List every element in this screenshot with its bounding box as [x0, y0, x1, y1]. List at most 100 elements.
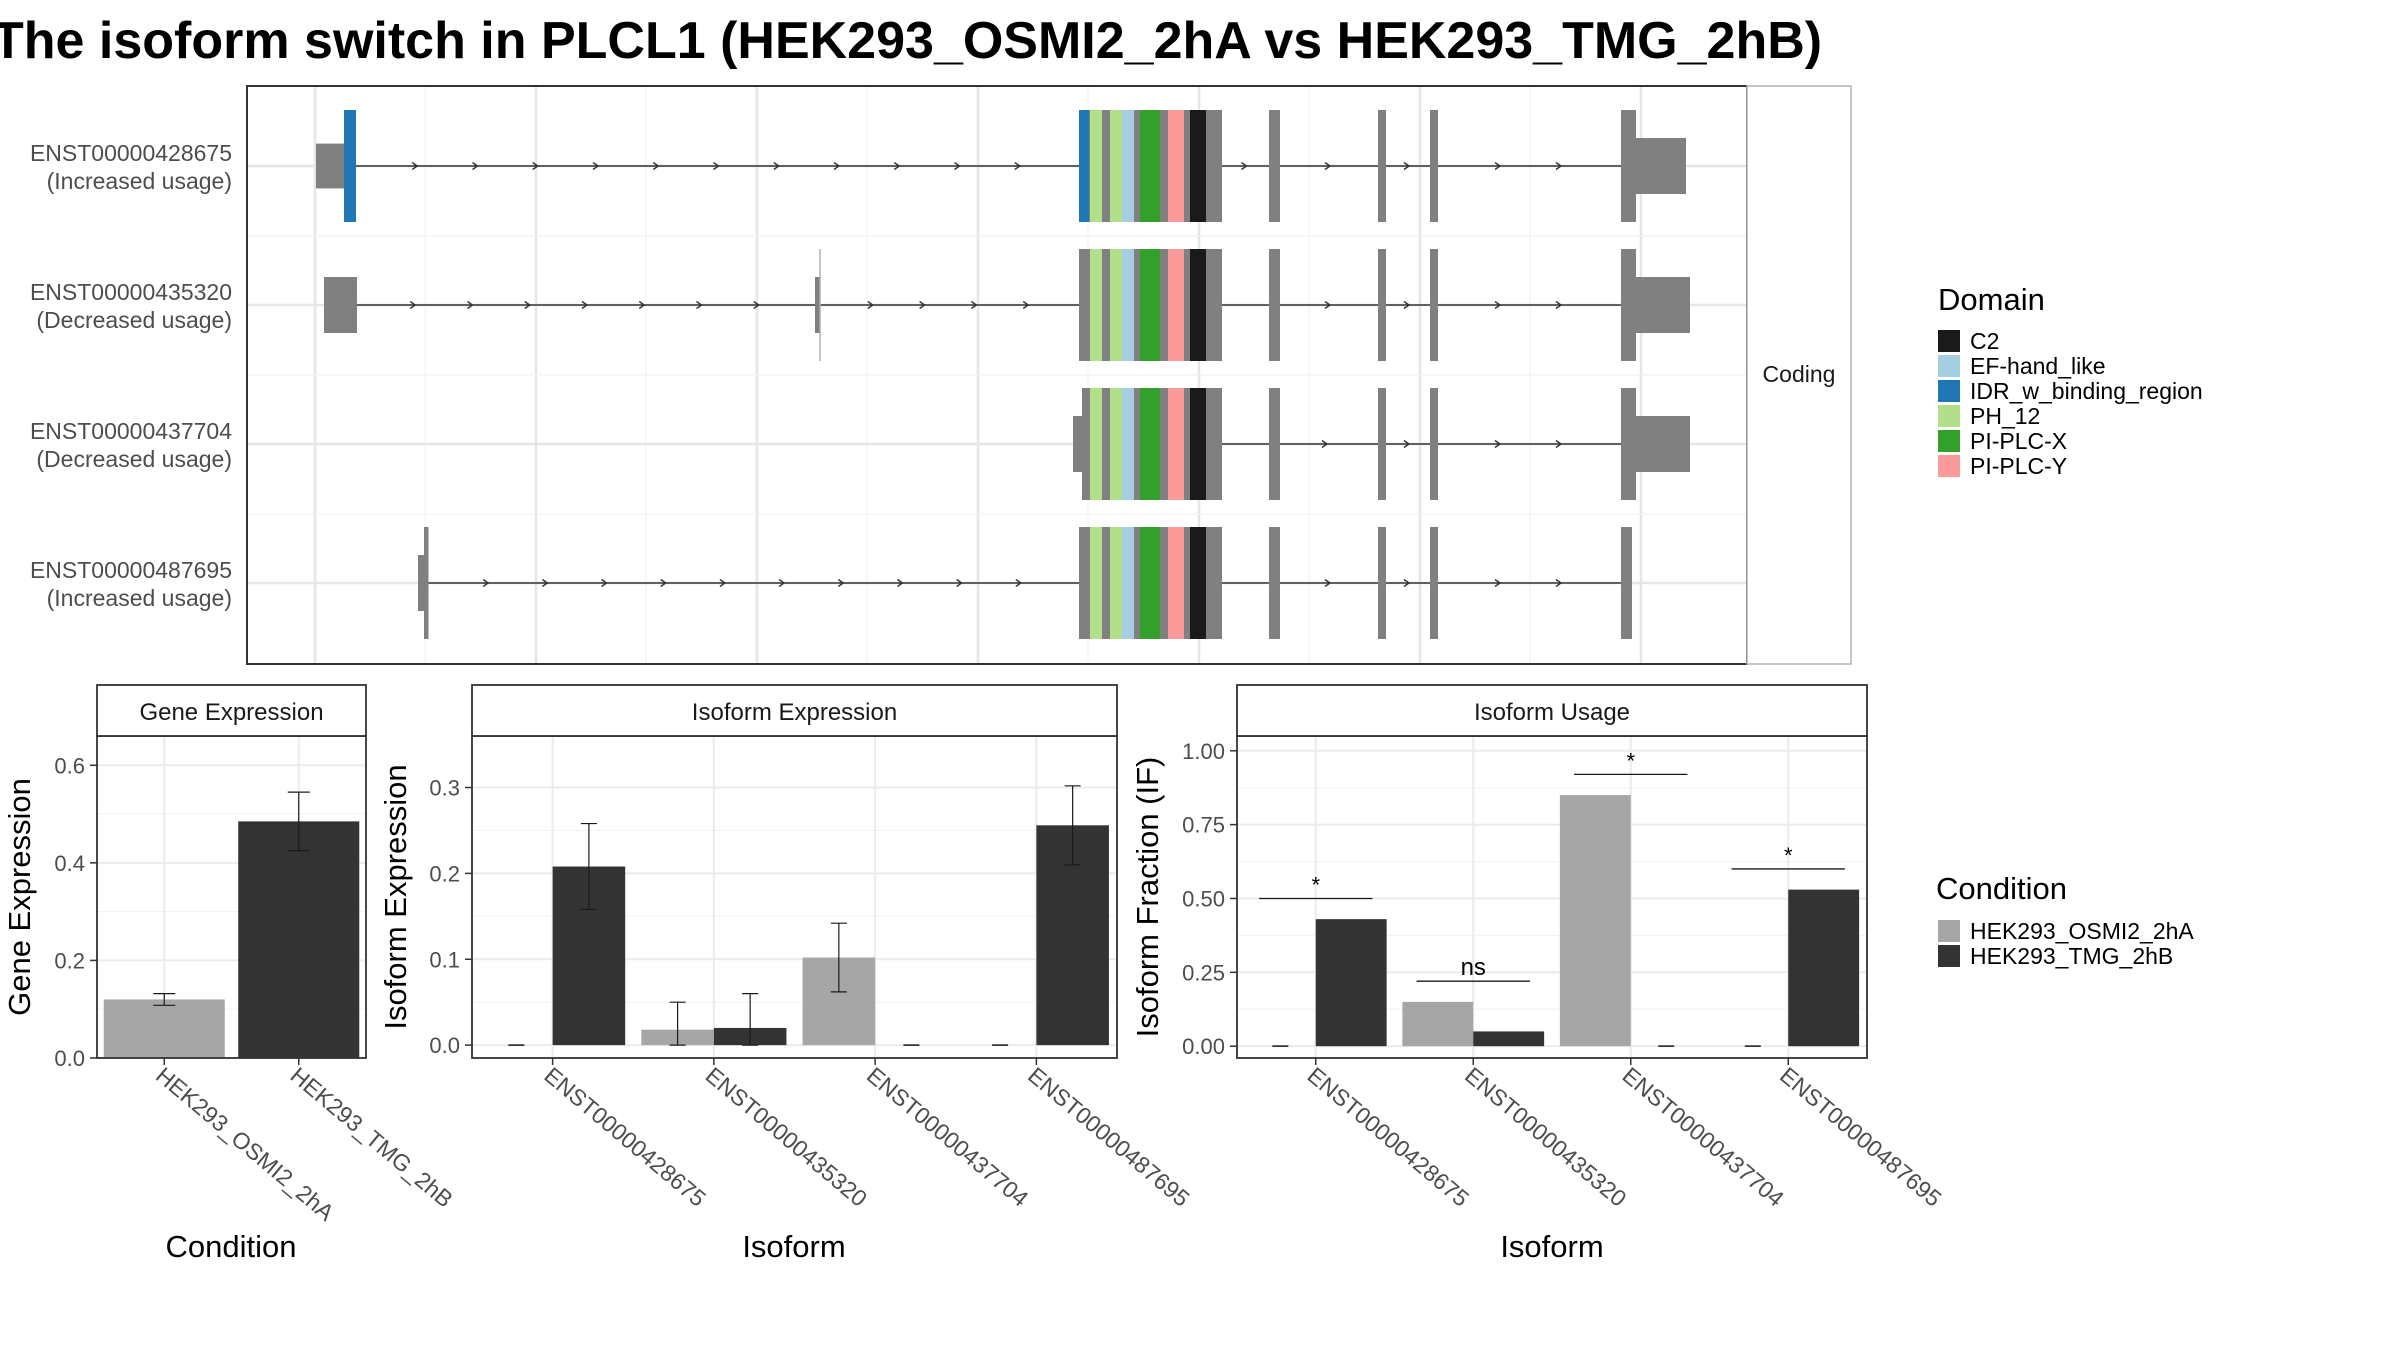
exon [324, 277, 357, 333]
bar [103, 999, 225, 1058]
transcript-label-3: ENST00000437704 [30, 418, 232, 444]
domain-legend-label: PI-PLC-Y [1970, 453, 2067, 479]
panel-strip-title: Isoform Usage [1474, 699, 1630, 726]
intron-arrow [867, 300, 875, 310]
bar [1315, 919, 1387, 1047]
intron-arrow [696, 300, 703, 310]
exon [1378, 388, 1386, 500]
transcript-track-3 [1073, 388, 1690, 500]
condition-legend-label: HEK293_TMG_2hB [1970, 943, 2173, 969]
transcript-tracks [316, 110, 1690, 639]
significance-label: ns [1461, 954, 1486, 981]
domain-idr-w-binding-region [344, 110, 356, 222]
intron-arrow [719, 578, 727, 588]
panel-strip [96, 684, 367, 737]
exon [815, 277, 820, 333]
exon [1184, 110, 1190, 222]
exon [1621, 249, 1636, 361]
exon [1206, 388, 1216, 500]
intron-arrow [1494, 161, 1502, 171]
intron-arrow [897, 578, 904, 588]
x-tick-label: ENST00000435320 [1460, 1062, 1632, 1212]
condition-legend-title: Condition [1936, 871, 2067, 906]
exon [1269, 388, 1280, 500]
x-tick-label: ENST00000435320 [701, 1062, 873, 1212]
intron-arrow [1324, 578, 1332, 588]
panel-strip-title: Isoform Expression [692, 699, 897, 726]
y-tick-label: 0.3 [429, 776, 460, 801]
domain-c2 [1190, 110, 1206, 222]
exon [1621, 110, 1636, 222]
intron-arrow [652, 161, 660, 171]
domain-c2 [1190, 249, 1206, 361]
domain-legend-title: Domain [1938, 282, 2045, 317]
domain-legend-swatch [1938, 405, 1960, 427]
domain-c2 [1190, 527, 1206, 639]
exon [1102, 249, 1110, 361]
exon [1102, 388, 1110, 500]
intron-arrow [1494, 439, 1502, 449]
intron-arrow [1321, 439, 1329, 449]
intron-arrow [532, 161, 539, 171]
exon [1206, 249, 1216, 361]
domain-legend-label: IDR_w_binding_region [1970, 378, 2203, 404]
intron-arrow [409, 300, 417, 310]
exon [1430, 110, 1438, 222]
intron-arrow [713, 161, 720, 171]
bar-panel-2: 0.0 0.1 0.2 0.3 Isoform Expression ENST000004… [378, 684, 1195, 1264]
intron-arrow [1241, 161, 1248, 171]
exon [1378, 527, 1386, 639]
intron-arrow [411, 161, 419, 171]
domain-pi-plc-y [1168, 388, 1184, 500]
y-tick-label: 0.50 [1182, 886, 1225, 911]
domain-ph-12 [1090, 527, 1102, 639]
intron-arrow [956, 578, 963, 588]
transcript-note-4: (Increased usage) [47, 585, 232, 611]
intron-arrow [1494, 578, 1502, 588]
intron-arrow [638, 300, 646, 310]
intron-arrow [524, 300, 531, 310]
intron-arrow [1022, 300, 1030, 310]
exon [1430, 388, 1438, 500]
intron-arrow [581, 300, 589, 310]
domain-ph-12 [1090, 110, 1102, 222]
exon [1621, 388, 1636, 500]
condition-legend-swatch [1938, 945, 1960, 967]
domain-legend-swatch [1938, 380, 1960, 402]
y-tick-label: 0.25 [1182, 960, 1225, 985]
domain-legend-label: C2 [1970, 328, 1999, 354]
intron-arrow [970, 300, 978, 310]
y-tick-label: 0.6 [54, 753, 85, 778]
exon [1378, 249, 1386, 361]
x-tick-label: ENST00000428675 [1303, 1062, 1475, 1212]
domain-ph-12 [1110, 110, 1122, 222]
intron-arrow [778, 578, 786, 588]
y-tick-label: 0.2 [54, 948, 85, 973]
transcript-label-4: ENST00000487695 [30, 557, 232, 583]
exon [1134, 249, 1140, 361]
domain-ph-12 [1110, 249, 1122, 361]
domain-pi-plc-x [1140, 527, 1160, 639]
domain-pi-plc-x [1140, 110, 1160, 222]
domain-ef-hand-like [1122, 527, 1134, 639]
exon [1378, 110, 1386, 222]
structure-panel: Coding ENST00000428675 (Increased usage)… [30, 85, 1852, 665]
domain-legend-swatch [1938, 455, 1960, 477]
coding-strip-label: Coding [1763, 361, 1836, 387]
exon [1269, 249, 1280, 361]
y-tick-label: 0.4 [54, 851, 85, 876]
y-tick-label: 0.2 [429, 861, 460, 886]
exon [1134, 527, 1140, 639]
exon [316, 143, 344, 189]
intron-arrow [472, 161, 479, 171]
intron-arrow [482, 578, 490, 588]
domain-legend-label: PH_12 [1970, 403, 2040, 429]
bar [1788, 889, 1860, 1047]
intron-arrow [1555, 161, 1563, 171]
intron-arrow [1015, 578, 1023, 588]
y-tick-label: 0.1 [429, 947, 460, 972]
y-tick-label: 0.00 [1182, 1034, 1225, 1059]
transcript-track-2 [324, 249, 1690, 361]
